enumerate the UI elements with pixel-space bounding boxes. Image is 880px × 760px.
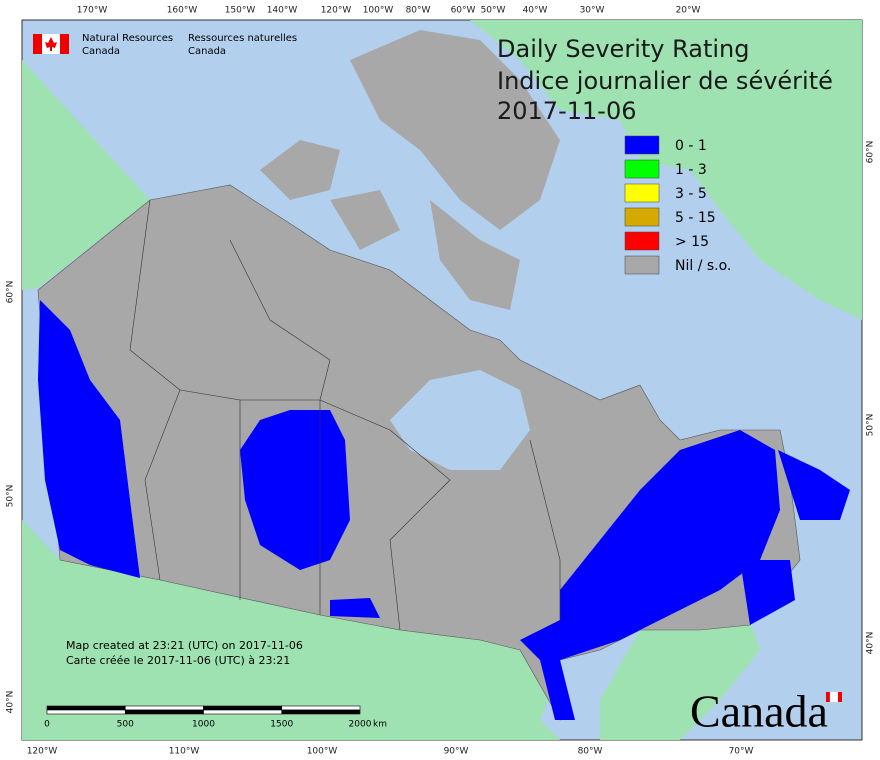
scale-label: 1500 (270, 720, 293, 730)
scale-segment (203, 705, 283, 711)
longitude-label: 60°W (451, 6, 476, 16)
arctic-island (350, 30, 560, 230)
scale-segment (46, 705, 126, 711)
legend-swatch (624, 183, 660, 203)
scale-label: 0 (44, 720, 50, 730)
legend-label: > 15 (675, 234, 709, 250)
rating-area (778, 450, 850, 520)
scale-segment (124, 705, 204, 711)
latitude-label: 40°N (6, 691, 16, 714)
usa (22, 520, 560, 740)
latitude-label: 40°N (866, 632, 876, 655)
borders (129, 199, 561, 631)
scale-label: 2000 (349, 720, 372, 730)
legend-swatch (624, 255, 660, 275)
longitude-label: 80°W (578, 747, 603, 757)
legend-swatch (624, 135, 660, 155)
map-note: Carte créée le 2017-11-06 (UTC) à 23:21 (66, 654, 290, 667)
longitude-label: 20°W (676, 6, 701, 16)
longitude-label: 100°W (307, 747, 338, 757)
rating-area (740, 560, 795, 625)
longitude-label: 120°W (27, 747, 58, 757)
rating-area (38, 300, 140, 578)
scale-label: 500 (117, 720, 134, 730)
rating-area (520, 430, 780, 720)
flag-bar (33, 34, 42, 54)
scale-segment (124, 709, 204, 715)
agency-en: Natural Resources (82, 33, 173, 44)
flag-centre (829, 691, 839, 703)
longitude-label: 150°W (225, 6, 256, 16)
latitude-label: 50°N (6, 485, 16, 508)
hudson-bay (390, 370, 530, 470)
alaska (22, 20, 150, 290)
scale-segment (203, 709, 283, 715)
flag-bar (826, 692, 830, 702)
map-frame (21, 19, 863, 741)
usa-northeast (600, 620, 760, 740)
title: Daily Severity Rating (497, 35, 749, 63)
graticule-labels: 170°W 160°W 150°W 140°W 120°W 100°W 80°W 60°W 50… (6, 6, 876, 757)
greenland (470, 20, 862, 320)
map-note: Map created at 23:21 (UTC) on 2017-11-06 (66, 639, 303, 652)
legend-swatch (624, 231, 660, 251)
latitude-label: 60°N (866, 141, 876, 164)
scale-label: 1000 (192, 720, 215, 730)
latitude-label: 50°N (866, 414, 876, 437)
longitude-label: 80°W (406, 6, 431, 16)
legend-swatch (624, 207, 660, 227)
longitude-label: 40°W (523, 6, 548, 16)
flag-bar (838, 692, 842, 702)
agency-fr: Canada (188, 46, 226, 57)
scale-segment (46, 709, 126, 715)
longitude-label: 170°W (77, 6, 108, 16)
canada-wordmark: Canada (690, 686, 842, 737)
legend: 0 - 1 1 - 3 3 - 5 5 - 15 > 15 Nil / s.o. (624, 135, 731, 275)
legend-label: 5 - 15 (675, 210, 716, 226)
longitude-label: 90°W (444, 747, 469, 757)
arctic-island (260, 140, 340, 200)
baffin-island (430, 200, 520, 310)
title: 2017-11-06 (497, 97, 636, 125)
scale-bar: 0 500 1000 1500 2000 km (44, 705, 387, 730)
maple-leaf (45, 37, 57, 51)
longitude-label: 30°W (580, 6, 605, 16)
wordmark: Canada (690, 686, 828, 737)
longitude-label: 140°W (267, 6, 298, 16)
rating-area (240, 410, 350, 570)
longitude-label: 70°W (729, 747, 754, 757)
legend-swatch (624, 159, 660, 179)
agency-en: Canada (82, 46, 120, 57)
title: Indice journalier de sévérité (497, 67, 833, 95)
longitude-label: 100°W (363, 6, 394, 16)
flag-bar (60, 34, 69, 54)
scale-unit: km (373, 720, 387, 730)
longitude-label: 120°W (321, 6, 352, 16)
agency-fr: Ressources naturelles (188, 33, 297, 44)
legend-label: 0 - 1 (675, 138, 707, 154)
legend-label: 1 - 3 (675, 162, 707, 178)
scale-segment (281, 705, 361, 711)
rating-area (330, 598, 380, 618)
arctic-island (330, 190, 400, 250)
scale-segment (281, 709, 361, 715)
legend-label: Nil / s.o. (675, 258, 731, 274)
longitude-label: 160°W (167, 6, 198, 16)
longitude-label: 110°W (169, 747, 200, 757)
legend-label: 3 - 5 (675, 186, 707, 202)
longitude-label: 50°W (481, 6, 506, 16)
agency-signature: Natural Resources Canada Ressources natu… (33, 33, 297, 57)
latitude-label: 60°N (6, 281, 16, 304)
